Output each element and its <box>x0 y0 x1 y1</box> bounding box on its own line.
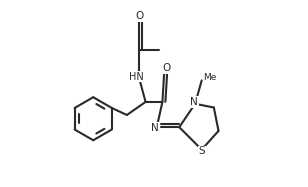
Text: S: S <box>198 146 205 157</box>
Text: O: O <box>162 63 170 73</box>
Text: O: O <box>135 11 143 21</box>
Text: N: N <box>190 97 198 107</box>
Text: N: N <box>151 123 159 133</box>
Text: HN: HN <box>129 72 144 82</box>
Text: Me: Me <box>204 73 217 82</box>
